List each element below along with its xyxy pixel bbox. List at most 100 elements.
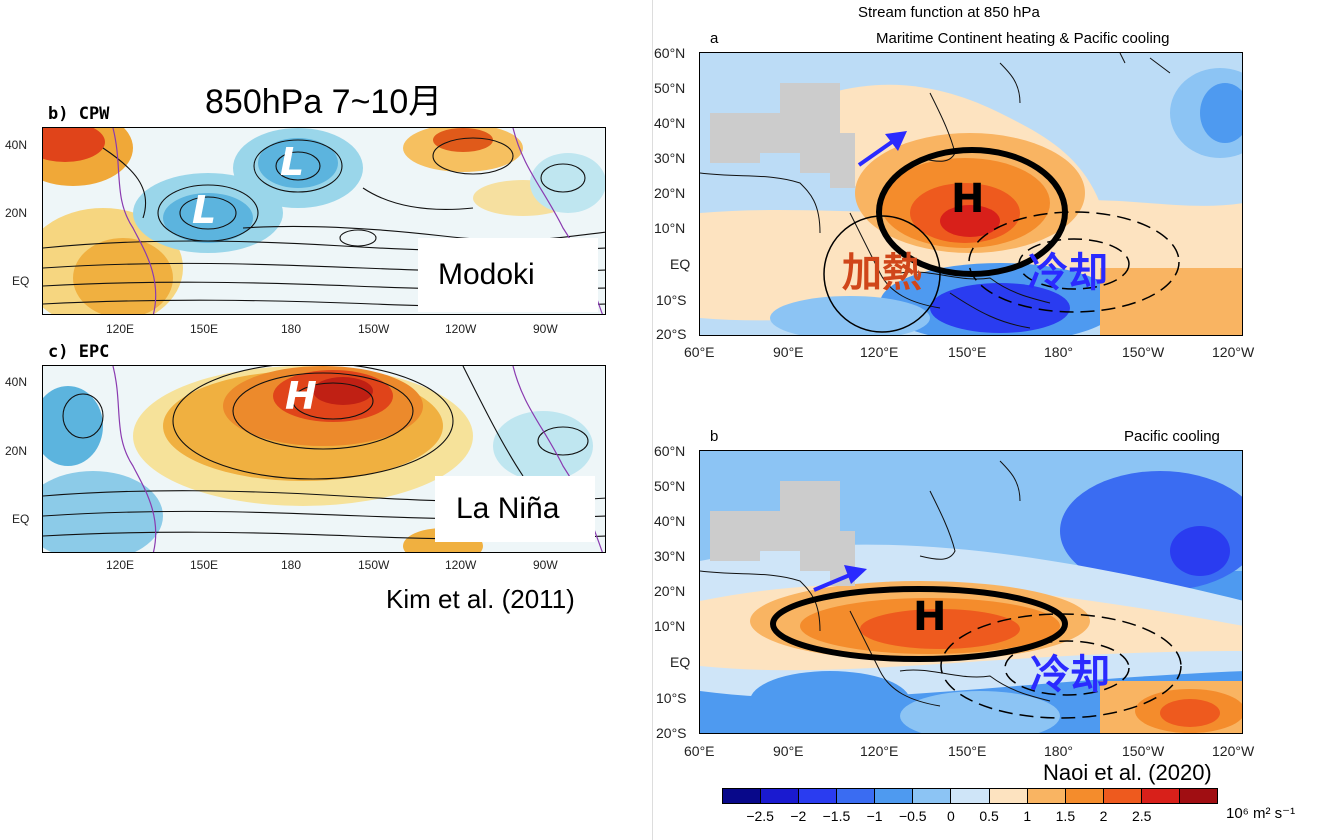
panel-b-lat-20s: 20°S <box>656 725 687 741</box>
colorbar-swatch <box>1026 789 1065 803</box>
cpw-lat-tick-40n: 40N <box>5 138 28 152</box>
cpw-lon-tick-90w: 90W <box>533 322 558 336</box>
panel-b-subtitle: Pacific cooling <box>1124 428 1220 445</box>
cpw-lat-tick-eq: EQ <box>12 274 30 288</box>
cpw-lat-tick-20n: 20N <box>5 206 28 220</box>
cpw-lon-tick-150w: 150W <box>358 322 390 336</box>
colorbar-swatch <box>874 789 913 803</box>
panel-b-lat-60n: 60°N <box>654 443 686 459</box>
colorbar-tick-label: −0.5 <box>898 808 927 824</box>
colorbar-ticks: −2.5 −2 −1.5 −1 −0.5 0 0.5 1 1.5 2 2.5 <box>722 808 1218 828</box>
colorbar-swatch <box>836 789 875 803</box>
epc-label-box <box>435 476 595 542</box>
cpw-low-marker-2: L <box>280 140 305 184</box>
panel-b-lon-90e: 90°E <box>773 743 804 759</box>
colorbar-swatch <box>798 789 837 803</box>
epc-lon-tick-180: 180 <box>281 558 302 572</box>
panel-a-overlay <box>823 131 1180 333</box>
panel-b-lat-20n: 20°N <box>654 583 686 599</box>
colorbar-swatch <box>760 789 799 803</box>
colorbar <box>722 788 1218 804</box>
cpw-lon-tick-120w: 120W <box>445 322 477 336</box>
panel-b-cooling-label: 冷却 <box>1030 653 1110 697</box>
panel-a-lon-60e: 60°E <box>684 344 715 360</box>
colorbar-swatch <box>950 789 989 803</box>
panel-b-high-label: H <box>913 594 947 640</box>
panel-a-lat-30n: 30°N <box>654 150 686 166</box>
panel-b-lon-180: 180° <box>1044 743 1073 759</box>
epc-panel <box>42 365 606 553</box>
panel-a-cooling-label: 冷却 <box>1028 251 1108 295</box>
colorbar-swatch <box>988 789 1027 803</box>
panel-a-lon-150e: 150°E <box>948 344 987 360</box>
colorbar-tick-label: −1.5 <box>822 808 851 824</box>
panel-a-lat-50n: 50°N <box>654 80 686 96</box>
panel-b-overlay <box>770 565 1182 719</box>
panel-b-lon-120e: 120°E <box>860 743 899 759</box>
panel-b-lat-30n: 30°N <box>654 548 686 564</box>
epc-lat-tick-20n: 20N <box>5 444 28 458</box>
panel-a-map <box>700 53 1242 335</box>
epc-map <box>43 366 605 552</box>
panel-a-lat-10s: 10°S <box>656 292 687 308</box>
epc-high-marker: H <box>285 374 317 418</box>
left-header: 850hPa 7~10月 <box>205 83 443 121</box>
panel-a-heating-label: 加熱 <box>842 251 922 295</box>
colorbar-tick-label: 0 <box>947 808 955 824</box>
colorbar-tick-label: 0.5 <box>979 808 999 824</box>
panel-a-lat-60n: 60°N <box>654 45 686 61</box>
epc-lat-tick-eq: EQ <box>12 512 30 526</box>
colorbar-swatch <box>1064 789 1103 803</box>
panel-a-lat-eq: EQ <box>670 256 691 272</box>
cpw-panel-tag: b) CPW <box>48 104 110 124</box>
panel-b-lat-10n: 10°N <box>654 618 686 634</box>
colorbar-tick-label: −2.5 <box>746 808 774 824</box>
colorbar-swatch <box>912 789 951 803</box>
panel-b-lat-eq: EQ <box>670 654 691 670</box>
cpw-panel <box>42 127 606 315</box>
colorbar-tick-label: −2 <box>790 808 807 824</box>
colorbar-swatch <box>1140 789 1179 803</box>
colorbar-tick-label: −1 <box>866 808 883 824</box>
colorbar-swatch <box>1178 789 1218 803</box>
colorbar-tick-label: 1.5 <box>1055 808 1076 824</box>
panel-a-lon-90e: 90°E <box>773 344 804 360</box>
panel-b-lon-120w: 120°W <box>1212 743 1255 759</box>
panel-a-lon-120w: 120°W <box>1212 344 1255 360</box>
epc-lat-tick-40n: 40N <box>5 375 28 389</box>
colorbar-tick-label: 1 <box>1023 808 1032 824</box>
epc-lon-tick-120e: 120E <box>106 558 135 572</box>
cpw-label-box <box>418 238 598 312</box>
panel-b-lat-50n: 50°N <box>654 478 686 494</box>
panel-b-letter: b <box>710 428 719 445</box>
panel-a-map-frame <box>699 52 1243 336</box>
cpw-low-marker-1: L <box>192 188 217 232</box>
cpw-label: Modoki <box>438 258 535 291</box>
panel-a-high-label: H <box>951 176 985 222</box>
epc-label: La Niña <box>456 492 560 525</box>
panel-a-lon-150w: 150°W <box>1122 344 1165 360</box>
colorbar-tick-label: 2.5 <box>1131 808 1152 824</box>
right-citation: Naoi et al. (2020) <box>1043 760 1212 785</box>
panel-a-lat-20n: 20°N <box>654 185 686 201</box>
panel-a-letter: a <box>710 30 719 47</box>
panel-b-lat-10s: 10°S <box>656 690 687 706</box>
panel-b-lon-60e: 60°E <box>684 743 715 759</box>
cpw-lon-tick-120e: 120E <box>106 322 135 336</box>
left-citation: Kim et al. (2011) <box>386 584 575 614</box>
cpw-map <box>43 128 605 314</box>
epc-lon-tick-120w: 120W <box>445 558 477 572</box>
panel-a-lat-20s: 20°S <box>656 326 687 342</box>
panel-a-lon-180: 180° <box>1044 344 1073 360</box>
panel-b-lon-150w: 150°W <box>1122 743 1165 759</box>
epc-lon-tick-90w: 90W <box>533 558 558 572</box>
colorbar-tick-label: 2 <box>1099 808 1108 824</box>
cpw-lon-tick-150e: 150E <box>190 322 219 336</box>
figure-divider <box>652 0 653 840</box>
panel-b-lat-40n: 40°N <box>654 513 686 529</box>
panel-b-lon-150e: 150°E <box>948 743 987 759</box>
epc-lon-tick-150e: 150E <box>190 558 219 572</box>
panel-a-subtitle: Maritime Continent heating & Pacific coo… <box>876 30 1170 47</box>
colorbar-swatch <box>1102 789 1141 803</box>
colorbar-swatch <box>723 789 761 803</box>
